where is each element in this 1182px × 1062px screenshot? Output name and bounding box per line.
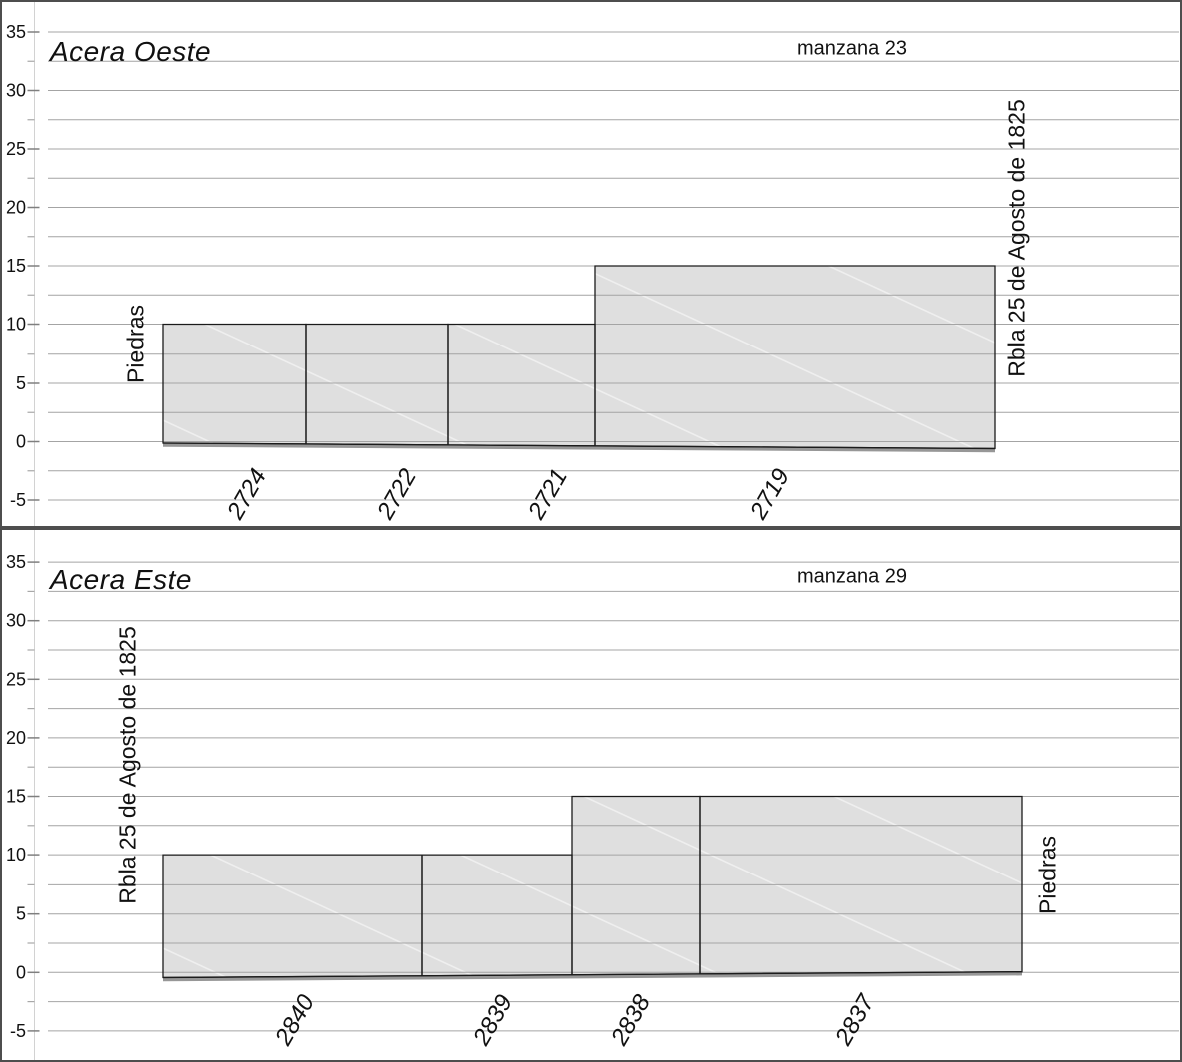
street-label-right: Rbla 25 de Agosto de 1825 [1003, 99, 1030, 377]
facade-bar-texture [700, 796, 1022, 974]
x-axis-label: 2719 [744, 464, 795, 525]
x-axis-label: 2722 [371, 464, 422, 525]
y-tick-label: 5 [16, 373, 26, 393]
panel-border [0, 0, 1182, 528]
y-tick-label: 10 [6, 315, 26, 335]
ground-shadow-line [162, 972, 1023, 982]
profile-chart-svg: -5 0 5 10 15 20 25 30 35 2724 2722 2721 2719 [0, 0, 1182, 528]
y-tick-label: 5 [16, 904, 26, 924]
street-label-left: Piedras [122, 305, 149, 383]
facade-bar-texture [163, 855, 422, 978]
x-axis-label: 2724 [221, 464, 272, 525]
facade-bar-texture [422, 855, 572, 976]
x-axis-label: 2839 [467, 990, 518, 1051]
y-tick-label: 25 [6, 139, 26, 159]
ground-shadow-line [162, 443, 996, 453]
y-tick-label: 35 [6, 552, 26, 572]
panel-title: Acera Este [50, 564, 192, 595]
facade-bar-texture [572, 796, 700, 975]
block-annotation: manzana 23 [796, 37, 908, 60]
panel-acera-este: -5 0 5 10 15 20 25 30 35 2840 2839 2838 2837 Acera E… [0, 528, 1182, 1062]
y-tick-label: 30 [6, 81, 26, 101]
y-tick-label: -5 [10, 1021, 26, 1041]
x-axis-label: 2721 [522, 464, 573, 525]
y-tick-label: 15 [6, 256, 26, 276]
y-tick-label: 30 [6, 611, 26, 631]
y-tick-label: 0 [16, 432, 26, 452]
x-axis-label: 2837 [829, 989, 880, 1051]
y-tick-label: 15 [6, 787, 26, 807]
ground-line [162, 971, 1023, 979]
y-tick-label: 20 [6, 198, 26, 218]
panel-border [0, 528, 1182, 1062]
block-annotation: manzana 29 [796, 565, 908, 588]
y-tick-label: 35 [6, 22, 26, 42]
facade-bar-texture [163, 324, 306, 444]
panel-acera-oeste: -5 0 5 10 15 20 25 30 35 2724 2722 2721 2719 Acera O… [0, 0, 1182, 528]
profile-chart-svg: -5 0 5 10 15 20 25 30 35 2840 2839 2838 2837 [0, 528, 1182, 1062]
panel-title: Acera Oeste [50, 36, 212, 67]
street-label-left: Rbla 25 de Agosto de 1825 [114, 626, 141, 904]
x-axis-label: 2838 [605, 990, 656, 1051]
y-tick-label: 20 [6, 728, 26, 748]
street-label-right: Piedras [1034, 836, 1061, 914]
ground-line [162, 442, 996, 450]
x-axis-label: 2840 [269, 990, 320, 1051]
y-tick-label: 10 [6, 845, 26, 865]
y-tick-label: 25 [6, 669, 26, 689]
facade-bar-texture [306, 324, 448, 445]
facade-bar-texture [595, 266, 995, 449]
y-tick-label: 0 [16, 962, 26, 982]
y-tick-label: -5 [10, 490, 26, 510]
facade-bar-texture [448, 324, 595, 446]
